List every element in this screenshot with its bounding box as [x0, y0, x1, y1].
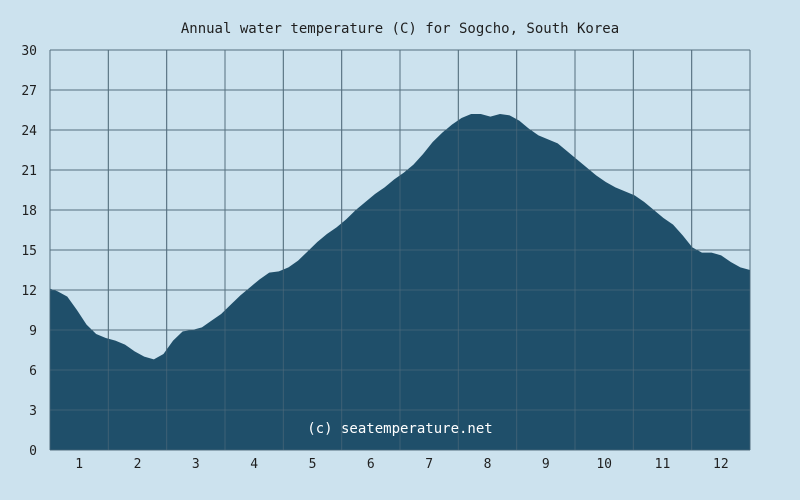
x-tick-label: 1	[75, 457, 83, 472]
y-tick-label: 15	[21, 244, 37, 259]
y-tick-label: 30	[21, 44, 37, 59]
x-tick-label: 11	[655, 457, 671, 472]
x-tick-label: 12	[713, 457, 729, 472]
x-tick-label: 3	[192, 457, 200, 472]
y-tick-label: 3	[29, 404, 37, 419]
y-tick-label: 24	[21, 124, 37, 139]
y-tick-label: 21	[21, 164, 37, 179]
y-axis-tick-labels: 0 3 6 9 12 15 18 21 24 27 30	[21, 44, 37, 459]
x-tick-label: 5	[309, 457, 317, 472]
watermark-label: (c) seatemperature.net	[307, 421, 492, 437]
x-tick-label: 6	[367, 457, 375, 472]
y-tick-label: 9	[29, 324, 37, 339]
grid-lines-overlay	[49, 49, 751, 451]
y-tick-label: 27	[21, 84, 37, 99]
x-tick-label: 7	[425, 457, 433, 472]
x-tick-label: 10	[596, 457, 612, 472]
chart-title: Annual water temperature (C) for Sogcho,…	[181, 21, 619, 37]
x-tick-label: 4	[250, 457, 258, 472]
x-tick-label: 2	[134, 457, 142, 472]
x-tick-label: 9	[542, 457, 550, 472]
y-tick-label: 6	[29, 364, 37, 379]
y-tick-label: 0	[29, 444, 37, 459]
y-tick-label: 18	[21, 204, 37, 219]
x-axis-tick-labels: 1 2 3 4 5 6 7 8 9 10 11 12	[75, 457, 728, 472]
y-tick-label: 12	[21, 284, 37, 299]
x-tick-label: 8	[484, 457, 492, 472]
